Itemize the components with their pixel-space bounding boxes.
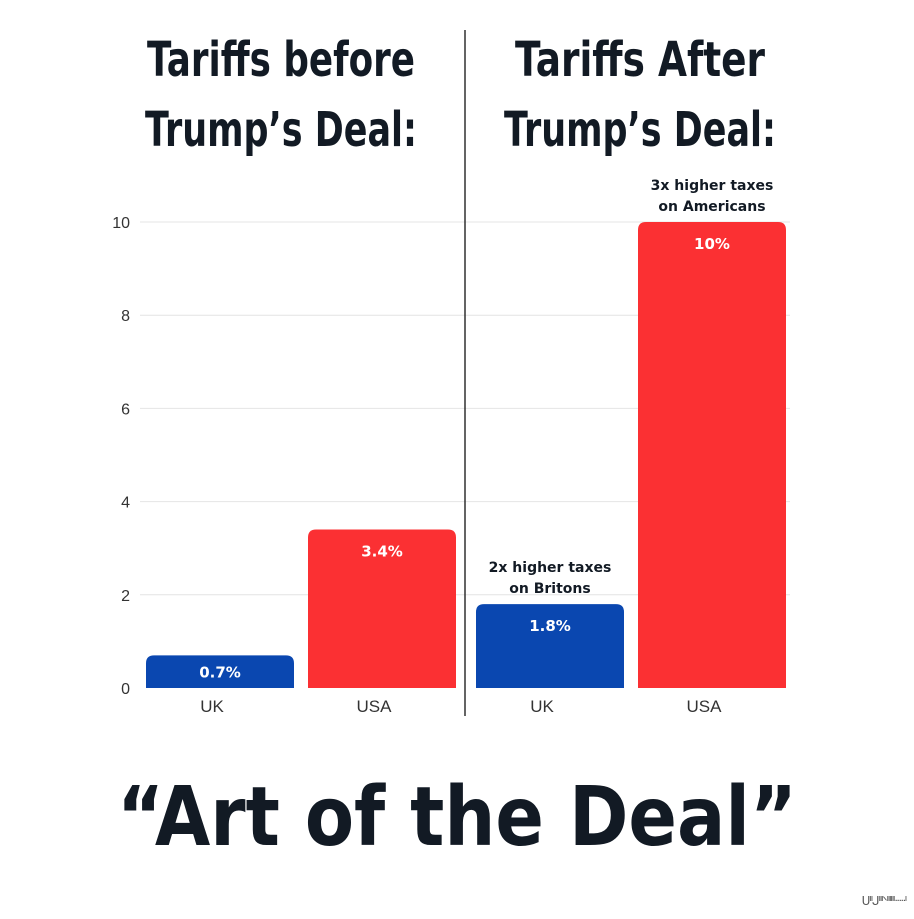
x-tick-label: USA [687, 697, 723, 716]
bar-usa-panel2 [638, 222, 786, 688]
bar-annotation-line: on Britons [509, 581, 590, 597]
y-axis-tick-labels: 0 2 4 6 8 10 [112, 215, 130, 698]
bar-value-label: 3.4% [361, 543, 403, 561]
bar-annotation-line: 3x higher taxes [651, 178, 774, 194]
panel-title-line2: Trump’s Deal: [504, 102, 776, 158]
x-tick-label: USA [357, 697, 393, 716]
panel-title-line2: Trump’s Deal: [145, 102, 417, 158]
y-tick-label: 10 [112, 215, 130, 232]
y-tick-label: 0 [121, 681, 130, 698]
bar-usa-panel1 [308, 529, 456, 688]
bar-value-label: 10% [694, 235, 730, 253]
watermark: ᑌᑊᑊᒍᑊᑊᑊᐠᑊᑊᑊᑊᑊᑊᐧᐧᐧᐧᐧᑊ [861, 894, 907, 908]
x-tick-label: UK [200, 697, 224, 716]
bar-uk-panel1 [146, 655, 294, 688]
bar-value-label: 1.8% [529, 617, 571, 635]
bar-uk-panel2 [476, 604, 624, 688]
x-axis-category-labels: UK USA UK USA [200, 697, 722, 716]
bars [146, 222, 786, 688]
chart-main-title: “Art of the Deal” [117, 770, 797, 865]
bar-value-labels: 0.7% 3.4% 1.8% 10% [199, 235, 730, 681]
panel-title-line1: Tariffs before [147, 32, 415, 88]
bar-value-label: 0.7% [199, 663, 241, 681]
bar-annotations: 2x higher taxes on Britons 3x higher taxes… [489, 178, 774, 597]
y-tick-label: 2 [121, 588, 130, 605]
bar-annotation-line: 2x higher taxes [489, 560, 612, 576]
y-tick-label: 8 [121, 308, 130, 325]
y-tick-label: 4 [121, 495, 130, 512]
panel-titles: Tariffs before Trump’s Deal: Tariffs After… [145, 32, 776, 158]
bar-annotation-line: on Americans [658, 199, 765, 215]
y-tick-label: 6 [121, 401, 130, 418]
x-tick-label: UK [530, 697, 554, 716]
panel-title-line1: Tariffs After [515, 32, 765, 88]
